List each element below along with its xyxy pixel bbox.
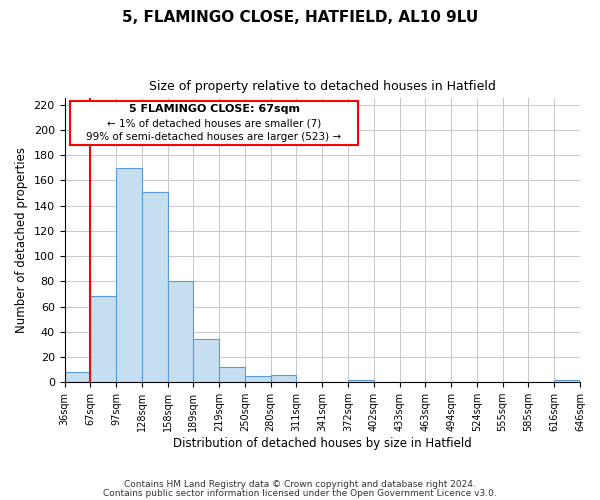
Bar	[116, 168, 142, 382]
Y-axis label: Number of detached properties: Number of detached properties	[15, 148, 28, 334]
Bar	[554, 380, 580, 382]
Bar	[65, 372, 91, 382]
Bar	[193, 340, 219, 382]
Bar	[142, 192, 167, 382]
Text: 5 FLAMINGO CLOSE: 67sqm: 5 FLAMINGO CLOSE: 67sqm	[128, 104, 299, 114]
Bar	[91, 296, 116, 382]
Bar	[219, 367, 245, 382]
Title: Size of property relative to detached houses in Hatfield: Size of property relative to detached ho…	[149, 80, 496, 93]
Text: Contains public sector information licensed under the Open Government Licence v3: Contains public sector information licen…	[103, 489, 497, 498]
FancyBboxPatch shape	[70, 101, 358, 145]
Bar	[271, 374, 296, 382]
Text: Contains HM Land Registry data © Crown copyright and database right 2024.: Contains HM Land Registry data © Crown c…	[124, 480, 476, 489]
Text: ← 1% of detached houses are smaller (7): ← 1% of detached houses are smaller (7)	[107, 118, 321, 128]
Text: 99% of semi-detached houses are larger (523) →: 99% of semi-detached houses are larger (…	[86, 132, 341, 142]
Bar	[348, 380, 374, 382]
Bar	[167, 282, 193, 382]
X-axis label: Distribution of detached houses by size in Hatfield: Distribution of detached houses by size …	[173, 437, 472, 450]
Bar	[245, 376, 271, 382]
Text: 5, FLAMINGO CLOSE, HATFIELD, AL10 9LU: 5, FLAMINGO CLOSE, HATFIELD, AL10 9LU	[122, 10, 478, 25]
